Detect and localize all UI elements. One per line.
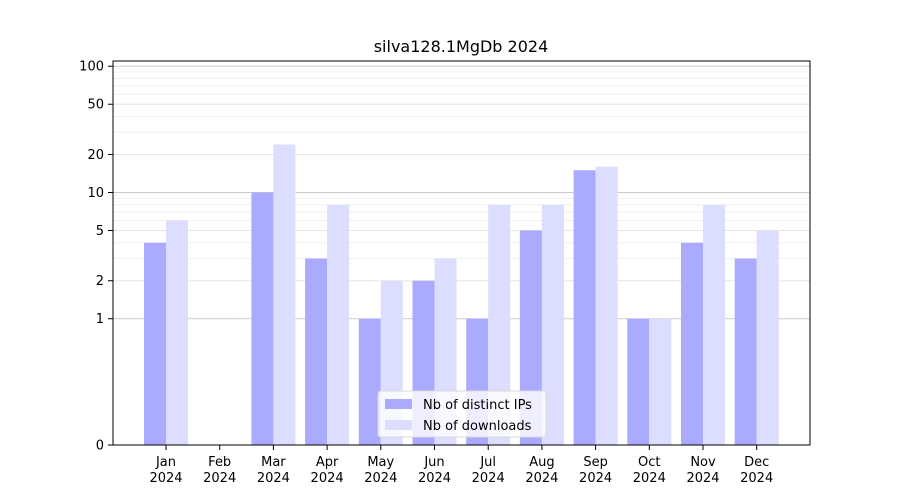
x-tick-label-year: 2024 [364, 471, 397, 486]
grid-lines [113, 65, 810, 446]
y-tick-label: 20 [87, 148, 104, 163]
x-tick-label-month: Feb [208, 455, 231, 470]
x-tick-label-month: Nov [690, 455, 716, 470]
x-tick-label-month: Dec [744, 455, 769, 470]
y-axis: 0 1 2 5 10 20 50 100 [79, 60, 113, 454]
legend-swatch [385, 399, 412, 409]
bar-distinct-ips [251, 192, 274, 445]
y-tick-label: 50 [87, 98, 104, 113]
bar-downloads [488, 204, 511, 445]
bar-downloads [541, 204, 564, 445]
legend-box [377, 390, 547, 438]
bar-distinct-ips [144, 242, 166, 445]
x-tick-label-month: Jul [479, 455, 496, 470]
bar-downloads [166, 220, 188, 445]
x-tick-label-year: 2024 [686, 471, 719, 486]
bar-distinct-ips [681, 242, 703, 445]
y-tick-label: 10 [87, 186, 104, 201]
bar-downloads [595, 166, 618, 445]
legend-label: Nb of distinct IPs [423, 398, 532, 413]
bar-distinct-ips [358, 318, 381, 445]
x-tick-label-year: 2024 [525, 471, 558, 486]
bar-distinct-ips [573, 170, 596, 445]
x-tick-label-year: 2024 [311, 471, 344, 486]
y-tick-label: 0 [96, 439, 104, 454]
bar-distinct-ips [627, 318, 650, 445]
x-tick-label-year: 2024 [633, 471, 666, 486]
x-tick-label-month: May [367, 455, 394, 470]
y-tick-label: 100 [79, 60, 104, 75]
x-tick-label-year: 2024 [418, 471, 451, 486]
bar-distinct-ips [734, 258, 757, 445]
x-tick-label-year: 2024 [740, 471, 773, 486]
chart-title: silva128.1MgDb 2024 [374, 37, 549, 56]
x-tick-label-month: Apr [316, 455, 339, 470]
x-tick-label-year: 2024 [472, 471, 505, 486]
bar-downloads [703, 204, 725, 445]
bars [144, 144, 779, 445]
plot-frame [112, 60, 811, 446]
bar-downloads [756, 230, 779, 445]
x-tick-label-month: Aug [529, 455, 554, 470]
legend-label: Nb of downloads [423, 419, 532, 434]
legend-swatch [385, 420, 412, 430]
x-tick-label-month: Oct [638, 455, 660, 470]
x-tick-label-year: 2024 [203, 471, 236, 486]
x-axis: Jan2024Feb2024Mar2024Apr2024May2024Jun20… [149, 445, 773, 486]
x-tick-label-year: 2024 [257, 471, 290, 486]
x-tick-label-month: Jun [423, 455, 444, 470]
x-tick-label-year: 2024 [149, 471, 182, 486]
x-tick-label-month: Mar [261, 455, 286, 470]
bar-downloads [327, 204, 350, 445]
y-tick-label: 2 [96, 274, 104, 289]
x-tick-label-month: Jan [155, 455, 176, 470]
legend: Nb of distinct IPs Nb of downloads [377, 390, 547, 438]
x-tick-label-year: 2024 [579, 471, 612, 486]
y-tick-label: 1 [96, 312, 104, 327]
bar-downloads [649, 318, 672, 445]
x-tick-label-month: Sep [583, 455, 608, 470]
bar-distinct-ips [305, 258, 328, 445]
y-tick-label: 5 [96, 224, 104, 239]
bar-downloads [273, 144, 296, 445]
